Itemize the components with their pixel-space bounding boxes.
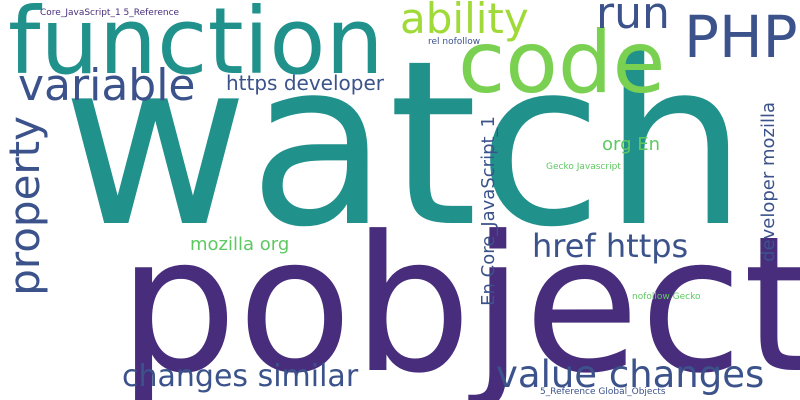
word-https-developer: https developer: [226, 71, 384, 95]
word-en-core-javascript: En Core_JavaScript_1: [478, 116, 499, 306]
word-core-reference: Core_JavaScript_1 5_Reference: [40, 8, 180, 18]
word-code: code: [458, 13, 666, 113]
word-php: PHP: [684, 3, 798, 71]
word-function: function: [8, 0, 384, 95]
word-changes-similar: changes similar: [122, 359, 359, 394]
word-nofollow-gecko: nofollow Gecko: [632, 292, 701, 302]
word-property: property: [0, 116, 49, 296]
word-value-changes: value changes: [496, 353, 765, 396]
word-ability: ability: [400, 0, 529, 43]
word-href-https: href https: [532, 227, 689, 265]
word-reference-global-objects: 5_Reference Global_Objects: [540, 387, 666, 397]
word-mozilla-org: mozilla org: [190, 234, 290, 255]
word-org-en: org En: [602, 134, 661, 155]
word-watch: watch: [62, 11, 748, 277]
word-developer-mozilla: developer mozilla: [758, 102, 779, 262]
word-variable: variable: [18, 60, 196, 111]
word-rel-nofollow: rel nofollow: [428, 37, 481, 47]
word-pobject: pobject: [118, 196, 800, 400]
word-run: run: [596, 0, 670, 39]
word-gecko-javascript: Gecko Javascript: [546, 162, 621, 172]
